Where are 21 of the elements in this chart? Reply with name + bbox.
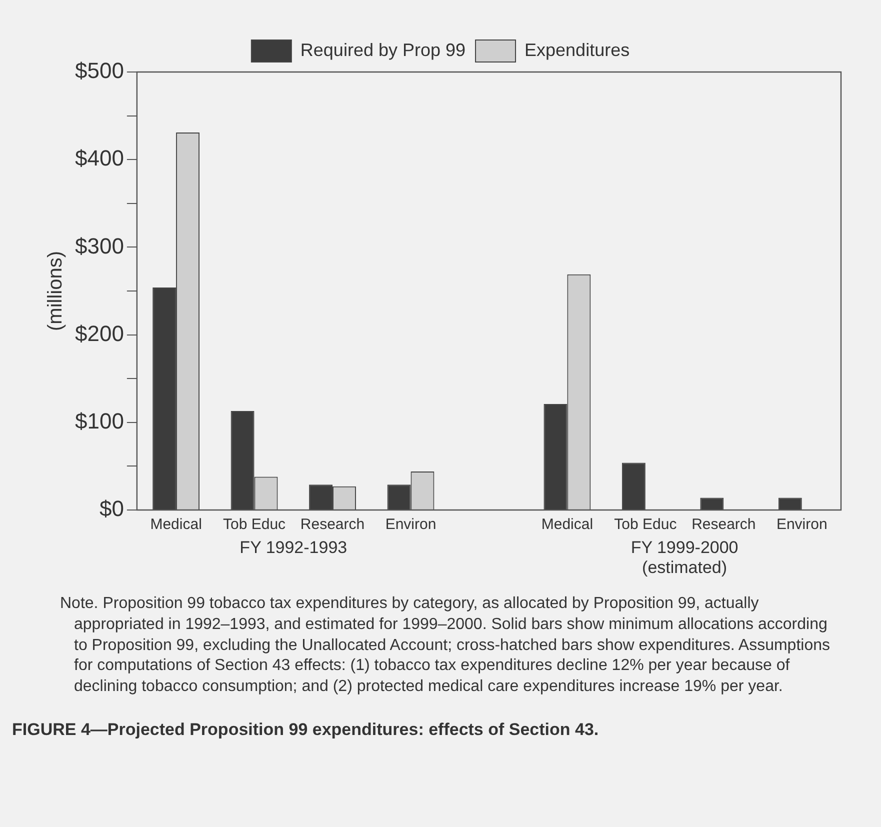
text: FY 1992-1993 bbox=[240, 538, 348, 558]
y-tick-label: $400 bbox=[74, 146, 124, 171]
y-tick-label: $300 bbox=[74, 233, 124, 258]
y-tick-label: $500 bbox=[74, 58, 124, 84]
legend-label: Expenditures bbox=[524, 40, 630, 60]
x-tick-label: Environ bbox=[385, 516, 436, 534]
x-tick-label: Environ bbox=[776, 516, 828, 534]
y-axis-title: (millions) bbox=[44, 251, 67, 331]
text: FIGURE 4—Projected Proposition 99 expenditures: effects of Section 43. bbox=[12, 720, 600, 740]
text: Note. Proposition 99 tobacco tax expenditures by category, as allocated by Proposition 99, actually appropriated in 1992–1993, and estimated for 1999–2000. Solid bars show minimum allocations according to Proposition 99, excluding the Unallocated Account; cross-hatched bars show expenditures. Assumptions for computations of Section 43 effects: (1) tobacco tax expenditures decline 12% per year because of declining tobacco consumption; and (2) protected medical care expenditures increase 19% per year. bbox=[60, 594, 831, 698]
x-tick-label: Tob Educ bbox=[223, 516, 286, 534]
x-tick-label: Medical bbox=[541, 516, 594, 534]
x-tick-label: Medical bbox=[150, 516, 202, 534]
x-tick-label: Research bbox=[692, 516, 756, 534]
y-tick-label: $0 bbox=[99, 496, 124, 522]
x-tick-label: Tob Educ bbox=[614, 516, 678, 534]
x-tick-label: Research bbox=[300, 516, 365, 534]
y-tick-label: $100 bbox=[74, 408, 124, 434]
legend-label: Required by Prop 99 bbox=[300, 40, 466, 60]
y-tick-label: $200 bbox=[74, 320, 124, 346]
text: FY 1999-2000 (estimated) bbox=[630, 538, 738, 578]
